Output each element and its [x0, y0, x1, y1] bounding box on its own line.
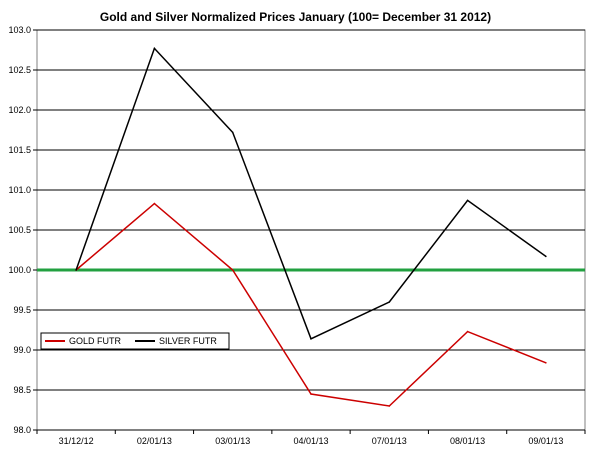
y-tick-label: 100.0 [8, 265, 31, 275]
y-tick-label: 99.5 [13, 305, 31, 315]
y-tick-label: 102.0 [8, 105, 31, 115]
chart-title: Gold and Silver Normalized Prices Januar… [99, 10, 492, 24]
y-tick-label: 101.0 [8, 185, 31, 195]
x-tick-label: 09/01/13 [528, 436, 563, 446]
data-point [388, 405, 391, 407]
y-tick-label: 101.5 [8, 145, 31, 155]
x-tick-label: 08/01/13 [450, 436, 485, 446]
data-point [153, 202, 156, 205]
y-tick-label: 98.5 [13, 385, 31, 395]
data-point [466, 330, 469, 333]
data-point [310, 338, 312, 340]
data-point [310, 393, 312, 395]
data-point [545, 255, 547, 258]
legend-label: GOLD FUTR [69, 336, 122, 346]
x-tick-label: 31/12/12 [59, 436, 94, 446]
x-tick-label: 02/01/13 [137, 436, 172, 446]
data-point [231, 269, 234, 271]
x-tick-label: 07/01/13 [372, 436, 407, 446]
y-tick-label: 102.5 [8, 65, 31, 75]
data-point [75, 269, 77, 271]
data-point [231, 131, 234, 134]
data-point [388, 301, 391, 303]
data-point [153, 47, 156, 50]
x-tick-label: 04/01/13 [293, 436, 328, 446]
x-tick-label: 03/01/13 [215, 436, 250, 446]
y-tick-label: 98.0 [13, 425, 31, 435]
data-point [545, 362, 547, 364]
legend-label: SILVER FUTR [159, 336, 217, 346]
data-point [466, 199, 469, 202]
y-tick-label: 99.0 [13, 345, 31, 355]
y-tick-label: 103.0 [8, 25, 31, 35]
y-tick-label: 100.5 [8, 225, 31, 235]
